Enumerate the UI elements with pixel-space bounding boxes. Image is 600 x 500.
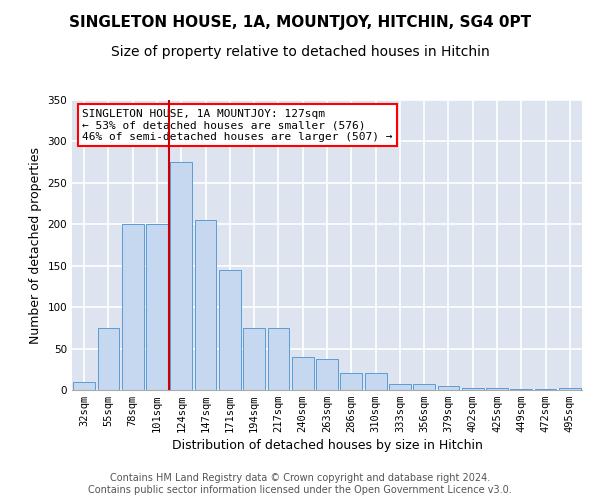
- Bar: [194, 220, 217, 390]
- Bar: [268, 328, 289, 390]
- Text: Size of property relative to detached houses in Hitchin: Size of property relative to detached ho…: [110, 45, 490, 59]
- Bar: [292, 357, 314, 390]
- Text: SINGLETON HOUSE, 1A, MOUNTJOY, HITCHIN, SG4 0PT: SINGLETON HOUSE, 1A, MOUNTJOY, HITCHIN, …: [69, 15, 531, 30]
- Bar: [535, 389, 556, 390]
- Bar: [340, 374, 362, 390]
- Bar: [243, 328, 265, 390]
- Bar: [97, 328, 119, 390]
- Bar: [389, 384, 411, 390]
- Bar: [122, 224, 143, 390]
- Bar: [365, 374, 386, 390]
- Bar: [511, 389, 532, 390]
- Bar: [413, 384, 435, 390]
- Bar: [437, 386, 460, 390]
- Bar: [73, 382, 95, 390]
- Bar: [559, 388, 581, 390]
- Bar: [462, 388, 484, 390]
- Y-axis label: Number of detached properties: Number of detached properties: [29, 146, 42, 344]
- Bar: [146, 224, 168, 390]
- Bar: [486, 388, 508, 390]
- Bar: [219, 270, 241, 390]
- X-axis label: Distribution of detached houses by size in Hitchin: Distribution of detached houses by size …: [172, 440, 482, 452]
- Text: SINGLETON HOUSE, 1A MOUNTJOY: 127sqm
← 53% of detached houses are smaller (576)
: SINGLETON HOUSE, 1A MOUNTJOY: 127sqm ← 5…: [82, 108, 392, 142]
- Bar: [170, 162, 192, 390]
- Bar: [316, 358, 338, 390]
- Text: Contains HM Land Registry data © Crown copyright and database right 2024.
Contai: Contains HM Land Registry data © Crown c…: [88, 474, 512, 495]
